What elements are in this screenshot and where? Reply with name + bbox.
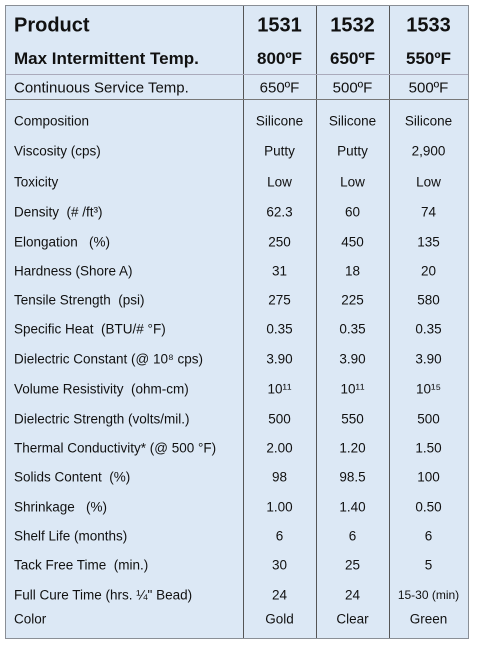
property-value: 18 xyxy=(344,263,361,279)
column-divider xyxy=(389,6,390,638)
property-value: 0.35 xyxy=(339,321,366,337)
property-value: 74 xyxy=(420,204,437,220)
property-value: 25 xyxy=(344,557,361,573)
header-value: 500ºF xyxy=(332,79,373,97)
property-value: 450 xyxy=(341,234,364,250)
property-value: 60 xyxy=(344,204,361,220)
header-label: Continuous Service Temp. xyxy=(14,79,189,97)
property-value: 5 xyxy=(424,557,433,573)
property-value: 24 xyxy=(344,587,361,603)
property-value: 3.90 xyxy=(266,351,293,367)
property-value: 0.50 xyxy=(415,499,442,515)
property-value: Silicone xyxy=(328,113,377,129)
property-value: 98.5 xyxy=(339,469,366,485)
property-value: 15-30 (min) xyxy=(397,588,460,602)
header-value: 500ºF xyxy=(408,79,449,97)
property-label: Hardness (Shore A) xyxy=(14,263,133,279)
row-divider xyxy=(6,74,468,75)
property-value: 10¹¹ xyxy=(340,381,365,397)
property-value: 24 xyxy=(271,587,288,603)
property-value: 550 xyxy=(341,411,364,427)
property-label: Toxicity xyxy=(14,174,59,190)
header-value: 800ºF xyxy=(257,49,302,68)
property-value: Gold xyxy=(265,611,294,627)
row-divider xyxy=(6,99,468,100)
property-label: Solids Content (%) xyxy=(14,469,131,485)
header-value: 1531 xyxy=(257,14,302,37)
property-value: Putty xyxy=(264,143,295,159)
property-value: Low xyxy=(267,174,292,190)
property-value: 1.20 xyxy=(339,440,366,456)
property-label: Shrinkage (%) xyxy=(14,499,108,515)
property-label: Volume Resistivity (ohm-cm) xyxy=(14,381,189,397)
property-value: Low xyxy=(416,174,441,190)
property-value: 135 xyxy=(417,234,440,250)
property-label: Tensile Strength (psi) xyxy=(14,292,145,308)
property-value: 20 xyxy=(420,263,437,279)
header-value: 1533 xyxy=(406,14,451,37)
property-value: 6 xyxy=(348,528,357,544)
property-value: 3.90 xyxy=(415,351,442,367)
property-label: Elongation (%) xyxy=(14,234,111,250)
property-label: Dielectric Constant (@ 10⁸ cps) xyxy=(14,351,203,367)
header-value: 1532 xyxy=(330,14,375,37)
property-label: Shelf Life (months) xyxy=(14,528,128,544)
property-label: Composition xyxy=(14,113,90,129)
property-value: 2.00 xyxy=(266,440,293,456)
property-value: 62.3 xyxy=(266,204,293,220)
header-label: Max Intermittent Temp. xyxy=(14,49,199,68)
property-label: Specific Heat (BTU/# °F) xyxy=(14,321,166,337)
property-label: Full Cure Time (hrs. ¼" Bead) xyxy=(14,587,193,603)
property-value: 100 xyxy=(417,469,440,485)
header-label: Product xyxy=(14,14,90,37)
property-label: Density (# /ft³) xyxy=(14,204,103,220)
property-value: Low xyxy=(340,174,365,190)
spec-table: Product 1531 1532 1533 Max Intermittent Temp… xyxy=(5,5,469,639)
property-value: 1.00 xyxy=(266,499,293,515)
header-value: 550ºF xyxy=(406,49,451,68)
property-value: 10¹⁵ xyxy=(415,381,442,397)
property-label: Color xyxy=(14,611,47,627)
property-value: 10¹¹ xyxy=(267,381,292,397)
property-value: 31 xyxy=(271,263,288,279)
property-value: 275 xyxy=(268,292,291,308)
property-label: Viscosity (cps) xyxy=(14,143,101,159)
property-value: 2,900 xyxy=(411,143,446,159)
property-value: Silicone xyxy=(255,113,304,129)
property-value: 30 xyxy=(271,557,288,573)
property-value: 6 xyxy=(275,528,284,544)
header-value: 650ºF xyxy=(330,49,375,68)
property-value: 1.50 xyxy=(415,440,442,456)
property-value: Green xyxy=(409,611,448,627)
property-value: 0.35 xyxy=(415,321,442,337)
property-value: Putty xyxy=(337,143,368,159)
property-label: Thermal Conductivity* (@ 500 °F) xyxy=(14,440,217,456)
property-value: 500 xyxy=(268,411,291,427)
property-value: Clear xyxy=(336,611,369,627)
property-value: 1.40 xyxy=(339,499,366,515)
header-value: 650ºF xyxy=(259,79,300,97)
property-label: Tack Free Time (min.) xyxy=(14,557,149,573)
property-value: 250 xyxy=(268,234,291,250)
property-value: 0.35 xyxy=(266,321,293,337)
property-value: Silicone xyxy=(404,113,453,129)
property-value: 580 xyxy=(417,292,440,308)
property-value: 98 xyxy=(271,469,288,485)
property-value: 225 xyxy=(341,292,364,308)
property-value: 6 xyxy=(424,528,433,544)
column-divider xyxy=(316,6,317,638)
property-label: Dielectric Strength (volts/mil.) xyxy=(14,411,190,427)
column-divider xyxy=(243,6,244,638)
property-value: 3.90 xyxy=(339,351,366,367)
property-value: 500 xyxy=(417,411,440,427)
